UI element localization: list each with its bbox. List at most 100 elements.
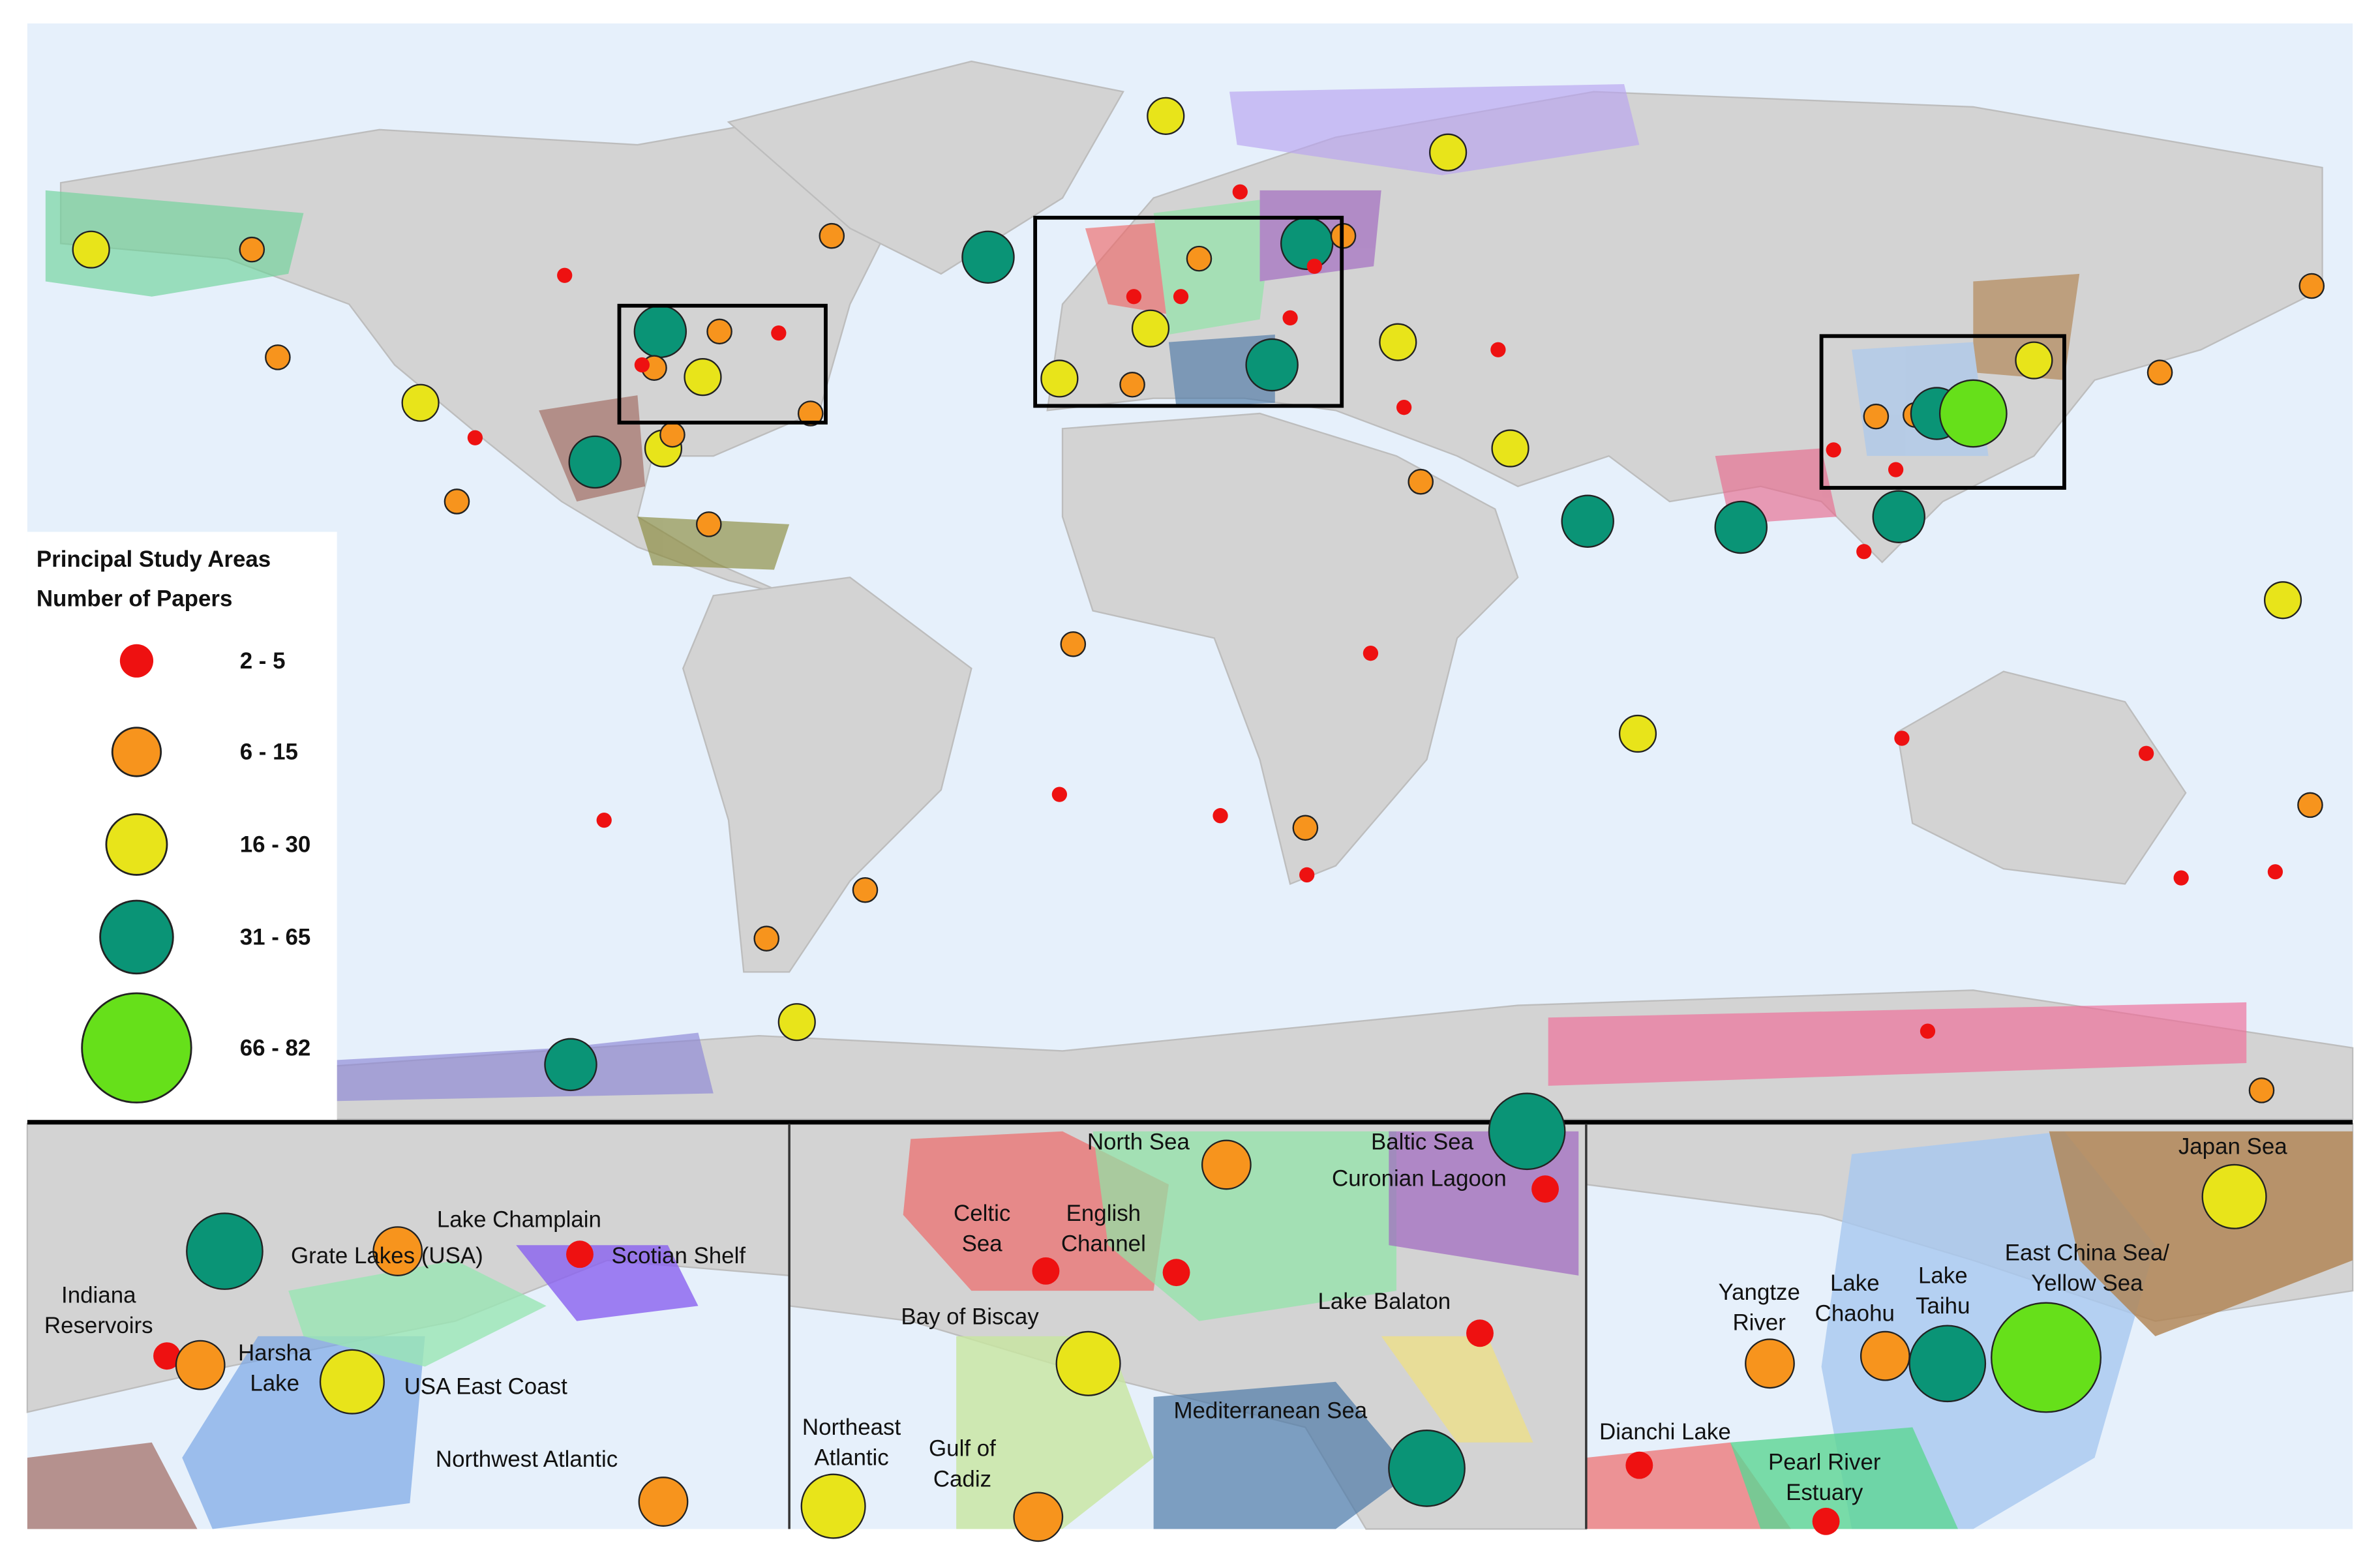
place-label: Celtic: [954, 1201, 1010, 1226]
place-label: Yangtze: [1718, 1280, 1800, 1305]
site: [2298, 273, 2325, 299]
site: [633, 305, 687, 359]
place-label: Channel: [1061, 1231, 1146, 1257]
site: [1908, 1325, 1987, 1403]
site: [1306, 258, 1322, 274]
place-label: USA East Coast: [404, 1373, 567, 1399]
site: [1363, 646, 1379, 661]
site: [1213, 808, 1228, 824]
site: [1379, 323, 1417, 361]
site: [1051, 787, 1067, 802]
place-label: Gulf of: [929, 1436, 996, 1462]
legend-symbol: [99, 899, 174, 975]
site: [1491, 429, 1529, 468]
site: [467, 430, 483, 445]
place-label: Lake: [250, 1371, 299, 1396]
site: [1625, 1451, 1653, 1479]
place-label: Estuary: [1786, 1480, 1863, 1505]
site: [961, 230, 1015, 284]
site: [153, 1342, 181, 1370]
site: [706, 318, 732, 345]
site: [319, 1349, 385, 1415]
site: [1826, 442, 1841, 458]
site: [2248, 1077, 2275, 1103]
inset-frame: [1033, 215, 1344, 408]
site: [1299, 867, 1315, 883]
place-label: Northwest Atlantic: [436, 1447, 618, 1472]
site: [175, 1340, 226, 1390]
place-label: Japan Sea: [2178, 1134, 2287, 1160]
site: [1055, 1330, 1121, 1396]
legend-label: 31 - 65: [240, 924, 311, 950]
site: [684, 358, 722, 397]
place-label: Indiana: [61, 1283, 136, 1308]
place-label: Yellow Sea: [2031, 1270, 2143, 1296]
site: [1408, 468, 1434, 495]
site: [1388, 1430, 1466, 1507]
site: [566, 1240, 594, 1268]
site: [1032, 1257, 1060, 1285]
legend-items: 2 - 5 6 - 15 16 - 30 31 - 65 66 - 82: [81, 644, 311, 1103]
site: [852, 877, 879, 903]
site: [1040, 359, 1079, 398]
place-label: Baltic Sea: [1371, 1130, 1474, 1155]
site: [2147, 359, 2173, 385]
place-label: Curonian Lagoon: [1332, 1166, 1507, 1192]
site: [659, 421, 685, 448]
site: [2138, 745, 2154, 761]
site: [401, 383, 440, 422]
site: [753, 925, 780, 952]
insets: Lake Champlain Grate Lakes (USA) Scotian S…: [26, 1092, 2354, 1542]
site: [1280, 217, 1334, 271]
legend-label: 2 - 5: [240, 648, 286, 674]
place-label: Lake: [1830, 1270, 1880, 1296]
site: [797, 400, 824, 427]
site: [696, 511, 722, 537]
site: [444, 488, 470, 515]
site: [1531, 1175, 1559, 1203]
place-label: English: [1066, 1201, 1141, 1226]
site: [1812, 1507, 1840, 1535]
site: [1488, 1092, 1566, 1171]
site: [544, 1038, 597, 1092]
legend-label: 6 - 15: [240, 740, 298, 765]
site: [72, 230, 110, 269]
site: [1888, 462, 1904, 477]
site: [1860, 1330, 1910, 1381]
site: [1232, 184, 1248, 200]
place-label: Sea: [962, 1231, 1003, 1257]
site: [1396, 400, 1412, 415]
legend-symbol: [81, 992, 192, 1103]
site: [186, 1212, 264, 1290]
legend-title: Principal Study Areas: [37, 547, 271, 572]
legend-symbol: [105, 813, 168, 876]
site: [1561, 494, 1614, 548]
site: [1745, 1338, 1795, 1389]
site: [1991, 1302, 2101, 1413]
place-label: Pearl River: [1768, 1450, 1881, 1475]
legend-label: 16 - 30: [240, 832, 311, 858]
site: [2267, 864, 2283, 880]
inset-sites: [153, 1092, 2267, 1542]
site: [1119, 371, 1145, 398]
site: [1714, 500, 1768, 554]
place-label: Reservoirs: [44, 1313, 153, 1338]
site: [557, 267, 573, 283]
place-label: Scotian Shelf: [611, 1243, 746, 1268]
site: [1292, 815, 1319, 841]
place-label: Bay of Biscay: [901, 1304, 1039, 1329]
site: [1863, 403, 1890, 430]
place-label: Cadiz: [933, 1466, 991, 1492]
site: [2201, 1163, 2267, 1229]
legend-subtitle: Number of Papers: [37, 586, 233, 612]
place-label: Grate Lakes (USA): [291, 1243, 483, 1268]
legend-label: 66 - 82: [240, 1035, 311, 1060]
site: [638, 1477, 689, 1527]
site: [1013, 1492, 1064, 1542]
site: [1173, 289, 1189, 305]
site: [2297, 792, 2323, 818]
site: [596, 813, 612, 828]
legend: Principal Study Areas Number of Papers 2…: [27, 532, 337, 1121]
place-label: Atlantic: [814, 1445, 888, 1471]
